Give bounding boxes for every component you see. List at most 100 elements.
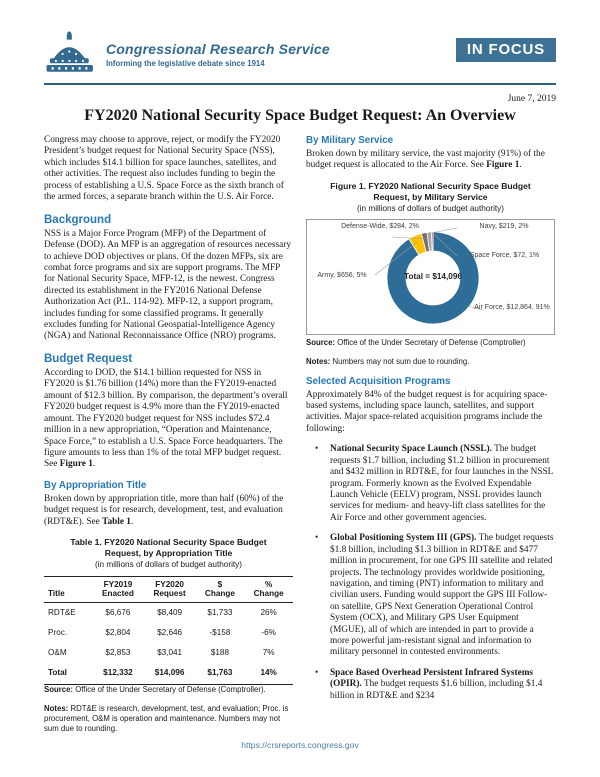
crs-brand: Congressional Research Service Informing…: [44, 30, 330, 78]
program-text: Space Based Overhead Persistent Infrared…: [330, 668, 555, 702]
value-cell: $188: [210, 648, 230, 658]
in-focus-badge: IN FOCUS: [455, 38, 556, 62]
table-row: RDT&E $6,676 $8,409 $1,733 26%: [44, 603, 293, 624]
column-header: $ Change: [195, 575, 245, 604]
value-cell: 14%: [244, 663, 293, 685]
pie-label-army: Army, $656, 5%: [317, 272, 367, 280]
value-cell: -6%: [261, 628, 276, 638]
capitol-dome-logo-icon: [46, 31, 93, 72]
program-bullet: • Global Positioning System III (GPS). Th…: [306, 533, 555, 659]
budget-request-paragraph: According to DOD, the $14.1 billion requ…: [44, 368, 288, 470]
pie-label-defense-wide: Defense-Wide, $284, 2%: [341, 223, 419, 231]
pie-label-navy: Navy, $219, 2%: [479, 223, 529, 231]
row-title-cell: Total: [44, 663, 93, 685]
bullet-marker-icon: •: [315, 667, 319, 678]
figure-subtitle: (in millions of dollars of budget author…: [357, 204, 504, 214]
budget-table-header: Title FY2019 Enacted FY2020 Request $ Change% C…: [44, 575, 293, 604]
pie-label-space-force: Space Force, $72, 1%: [469, 252, 540, 260]
value-cell: $3,041: [157, 648, 183, 658]
crs-reports-link[interactable]: https://crsreports.congress.gov: [241, 740, 359, 750]
page-footer: https://crsreports.congress.gov: [0, 735, 600, 753]
donut-chart: [374, 228, 484, 325]
org-name: Congressional Research Service: [106, 40, 330, 57]
value-cell: -$158: [209, 628, 231, 638]
by-appropriation-heading: By Appropriation Title: [44, 479, 147, 491]
program-bullet: • Space Based Overhead Persistent Infrare…: [306, 668, 555, 702]
pie-label-air-force: Air Force, $12,864, 91%: [474, 304, 550, 312]
selected-programs-intro: Approximately 84% of the budget request …: [306, 389, 548, 434]
table-1-reference: Table 1: [102, 516, 131, 527]
row-title-cell: Proc.: [48, 628, 68, 638]
budget-request-text: According to DOD, the $14.1 billion requ…: [44, 368, 288, 470]
column-header: FY2020 Request: [143, 575, 196, 604]
value-cell: $6,676: [105, 608, 131, 618]
figure-caption: Figure 1. FY2020 National Security Space…: [330, 180, 531, 203]
value-cell: $2,853: [105, 648, 131, 658]
figure-source: Source: Office of the Under Secretary of…: [306, 338, 526, 348]
program-bullet-list: • National Security Space Launch (NSSL). …: [306, 444, 555, 702]
table-row: Proc. $2,804 $2,646 -$158 -6%: [44, 623, 293, 643]
donut-center-total: Total = $14,096: [404, 272, 462, 282]
figure-1-reference: Figure 1: [59, 459, 93, 470]
column-header: Title: [44, 575, 93, 604]
program-description: The budget requests $1.6 billion, includ…: [330, 679, 543, 701]
table-caption: Table 1. FY2020 National Security Space …: [70, 537, 267, 559]
program-text: Global Positioning System III (GPS). The…: [330, 533, 555, 659]
program-bullet: • National Security Space Launch (NSSL). …: [306, 444, 555, 524]
table-1-block: Table 1. FY2020 National Security Space …: [44, 537, 293, 734]
by-appropriation-paragraph: Broken down by appropriation title, more…: [44, 493, 284, 527]
program-text: National Security Space Launch (NSSL). T…: [330, 444, 555, 524]
column-header: % Change: [244, 575, 293, 604]
header-rule: [44, 83, 556, 85]
program-description: The budget requests $1.7 billion, includ…: [330, 444, 554, 523]
table-header-row: Title FY2019 Enacted FY2020 Request $ Change% C…: [44, 575, 293, 604]
two-column-body: Congress may choose to approve, reject, …: [44, 135, 556, 743]
value-cell: 26%: [260, 608, 277, 618]
program-name: Space Based Overhead Persistent Infrared…: [330, 667, 534, 690]
table-row: Total $12,332 $14,096 $1,763 14%: [44, 663, 293, 685]
by-military-paragraph: Broken down by military service, the vas…: [306, 149, 545, 171]
row-title-cell: O&M: [48, 648, 67, 658]
bullet-marker-icon: •: [315, 533, 319, 544]
table-notes: Notes: RDT&E is research, development, t…: [44, 703, 289, 733]
right-column: By Military Service Broken down by milit…: [306, 135, 555, 711]
program-description: The budget requests $1.8 billion, includ…: [330, 533, 554, 658]
document-header: Congressional Research Service Informing…: [44, 30, 556, 78]
value-cell: $1,763: [195, 663, 245, 685]
row-title-cell: RDT&E: [48, 608, 76, 618]
bullet-marker-icon: •: [315, 444, 319, 455]
donut-chart-area: Defense-Wide, $284, 2% Navy, $219, 2% Sp…: [306, 219, 555, 336]
by-military-heading: By Military Service: [306, 135, 394, 146]
brand-text: Congressional Research Service Informing…: [106, 41, 330, 68]
value-cell: $2,646: [157, 628, 183, 638]
selected-programs-heading: Selected Acquisition Programs: [306, 375, 451, 387]
value-cell: 7%: [262, 648, 275, 658]
left-column: Congress may choose to approve, reject, …: [44, 135, 293, 743]
value-cell: $1,733: [207, 608, 233, 618]
pie-slice-space-force: [431, 231, 434, 252]
table-source: Source: Office of the Under Secretary of…: [44, 684, 266, 694]
intro-paragraph: Congress may choose to approve, reject, …: [44, 135, 284, 203]
document-date: June 7, 2019: [507, 94, 556, 104]
value-cell: $14,096: [143, 663, 196, 685]
leader-lines: [374, 228, 484, 311]
org-tagline: Informing the legislative debate since 1…: [106, 58, 265, 68]
value-cell: $8,409: [157, 608, 183, 618]
program-name: Global Positioning System III (GPS).: [330, 533, 477, 544]
budget-table: Title FY2019 Enacted FY2020 Request $ Change% C…: [44, 575, 293, 685]
figure-1-reference: Figure 1: [486, 160, 520, 171]
program-name: National Security Space Launch (NSSL).: [330, 444, 492, 455]
background-paragraph: NSS is a Major Force Program (MFP) of th…: [44, 228, 291, 342]
document-page: Congressional Research Service Informing…: [44, 30, 556, 750]
column-header: FY2019 Enacted: [92, 575, 144, 604]
budget-table-body: RDT&E $6,676 $8,409 $1,733 26% Proc. $2,804 $2,…: [44, 603, 293, 685]
value-cell: $2,804: [105, 628, 131, 638]
table-row: O&M $2,853 $3,041 $188 7%: [44, 643, 293, 663]
table-subtitle: (in millions of dollars of budget author…: [95, 560, 242, 570]
budget-request-heading: Budget Request: [44, 352, 133, 365]
figure-notes: Notes: Numbers may not sum due to roundi…: [306, 357, 470, 367]
document-title: FY2020 National Security Space Budget Re…: [84, 107, 516, 124]
figure-1-block: Figure 1. FY2020 National Security Space…: [306, 181, 555, 368]
background-heading: Background: [44, 213, 112, 226]
value-cell: $12,332: [92, 663, 144, 685]
